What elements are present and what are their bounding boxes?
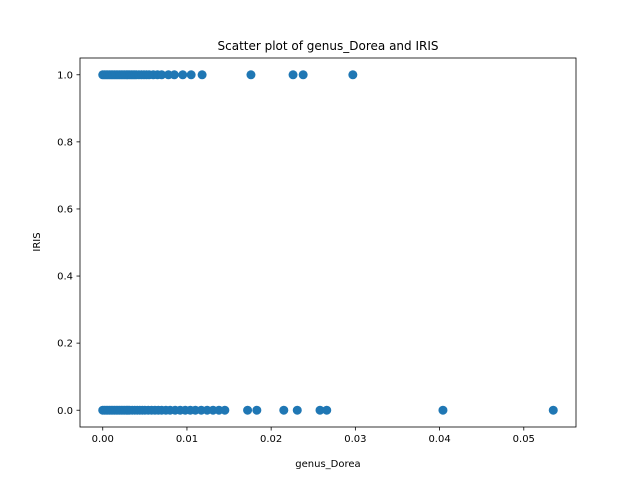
data-point <box>197 70 207 80</box>
x-tick-label: 0.05 <box>513 434 535 445</box>
data-points <box>98 70 558 415</box>
x-tick-label: 0.01 <box>176 434 198 445</box>
y-tick-label: 0.8 <box>57 137 73 148</box>
chart-title: Scatter plot of genus_Dorea and IRIS <box>218 39 439 53</box>
data-point <box>252 405 262 415</box>
x-tick-label: 0.03 <box>344 434 366 445</box>
x-axis-label: genus_Dorea <box>295 459 360 470</box>
x-tick-label: 0.04 <box>428 434 450 445</box>
y-tick-label: 0.4 <box>57 272 73 283</box>
y-axis-ticks: 0.0 0.2 0.4 0.6 0.8 1.0 <box>57 70 80 417</box>
data-point <box>548 405 558 415</box>
data-point <box>279 405 289 415</box>
data-point <box>169 70 179 80</box>
y-axis-label: IRIS <box>32 232 43 251</box>
data-point <box>292 405 302 415</box>
data-point <box>315 405 325 415</box>
y-tick-label: 1.0 <box>57 70 73 81</box>
data-point <box>246 70 256 80</box>
data-point <box>348 70 358 80</box>
data-point <box>298 70 308 80</box>
x-tick-label: 0.00 <box>92 434 114 445</box>
data-point <box>288 70 298 80</box>
plot-frame <box>79 57 577 428</box>
y-tick-label: 0.2 <box>57 339 73 350</box>
data-point <box>322 405 332 415</box>
y-tick-label: 0.0 <box>57 406 73 417</box>
data-point <box>438 405 448 415</box>
data-point <box>243 405 253 415</box>
data-point <box>186 70 196 80</box>
data-point <box>157 70 167 80</box>
y-tick-label: 0.6 <box>57 205 73 216</box>
data-point <box>220 405 230 415</box>
x-tick-label: 0.02 <box>260 434 282 445</box>
x-axis-ticks: 0.00 0.01 0.02 0.03 0.04 0.05 <box>92 427 535 445</box>
data-point <box>178 70 188 80</box>
